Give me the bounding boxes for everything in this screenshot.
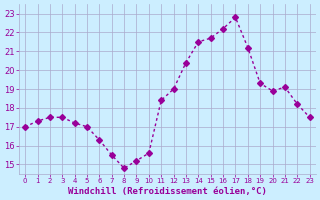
X-axis label: Windchill (Refroidissement éolien,°C): Windchill (Refroidissement éolien,°C)	[68, 187, 267, 196]
